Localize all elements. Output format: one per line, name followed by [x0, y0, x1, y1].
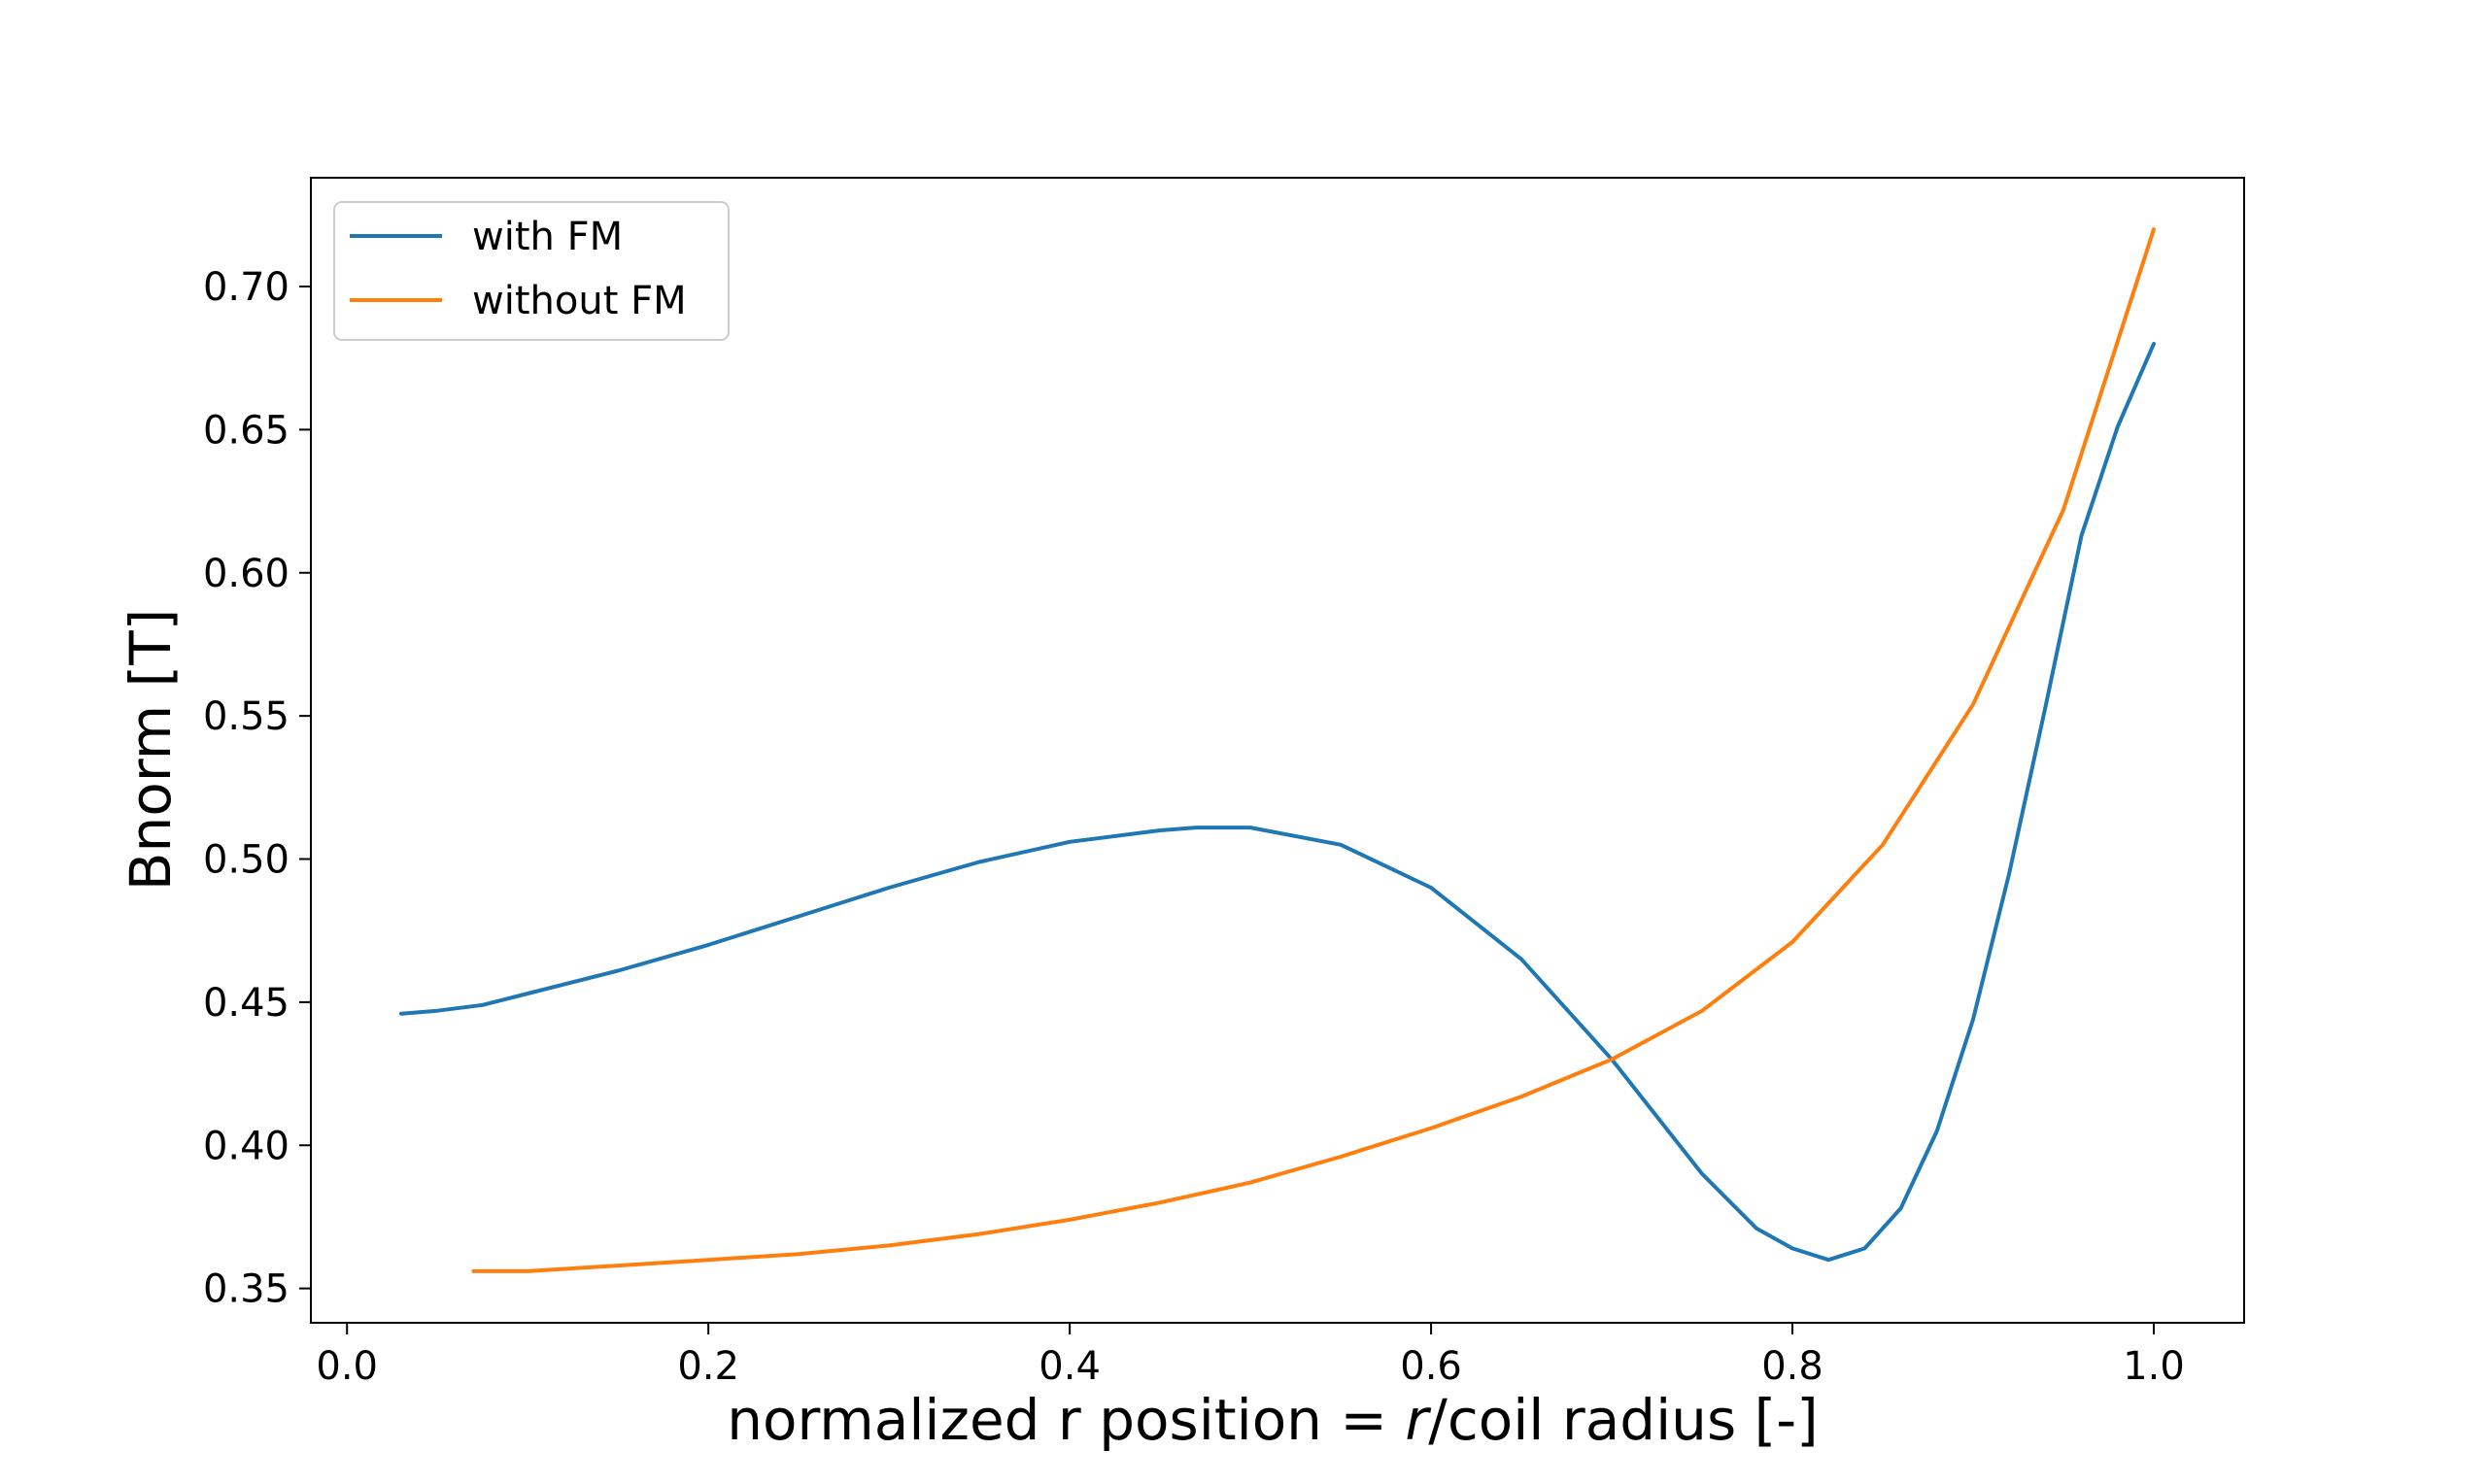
y-axis-ticks: 0.35 0.40 0.45 0.50 0.55 0.60 0.65 0.70 — [203, 265, 311, 1312]
y-tick-label: 0.60 — [203, 552, 290, 596]
y-tick-label: 0.50 — [203, 838, 290, 883]
legend-label-with-fm: with FM — [472, 215, 623, 259]
y-tick-label: 0.55 — [203, 694, 290, 739]
x-tick-label: 0.6 — [1400, 1344, 1462, 1389]
y-tick-label: 0.65 — [203, 408, 290, 453]
legend: with FM without FM — [333, 201, 730, 341]
x-tick-label: 0.2 — [677, 1344, 739, 1389]
y-tick-label: 0.70 — [203, 265, 290, 310]
y-tick-label: 0.40 — [203, 1124, 290, 1168]
legend-label-without-fm: without FM — [472, 279, 687, 323]
x-axis-title-part-2: /coil radius [-] — [1428, 1387, 1819, 1453]
y-tick-label: 0.35 — [203, 1267, 290, 1312]
x-axis-title-part-1: normalized r position = — [727, 1387, 1405, 1453]
y-axis-title: Bnorm [T] — [118, 609, 184, 891]
x-tick-label: 0.8 — [1761, 1344, 1823, 1389]
lines-layer — [399, 227, 2156, 1273]
x-tick-label: 1.0 — [2123, 1344, 2185, 1389]
x-axis-ticks: 0.0 0.2 0.4 0.6 0.8 1.0 — [316, 1323, 2185, 1389]
x-tick-label: 0.4 — [1039, 1344, 1101, 1389]
series-line-without-fm — [471, 227, 2156, 1273]
x-axis-title-italic-r: r — [1405, 1387, 1431, 1453]
x-axis-title: normalized r position = r/coil radius [-… — [727, 1387, 1819, 1453]
series-line-with-fm — [399, 342, 2156, 1263]
x-tick-label: 0.0 — [316, 1344, 378, 1389]
plot-area-frame — [310, 177, 2245, 1324]
y-tick-label: 0.45 — [203, 981, 290, 1026]
